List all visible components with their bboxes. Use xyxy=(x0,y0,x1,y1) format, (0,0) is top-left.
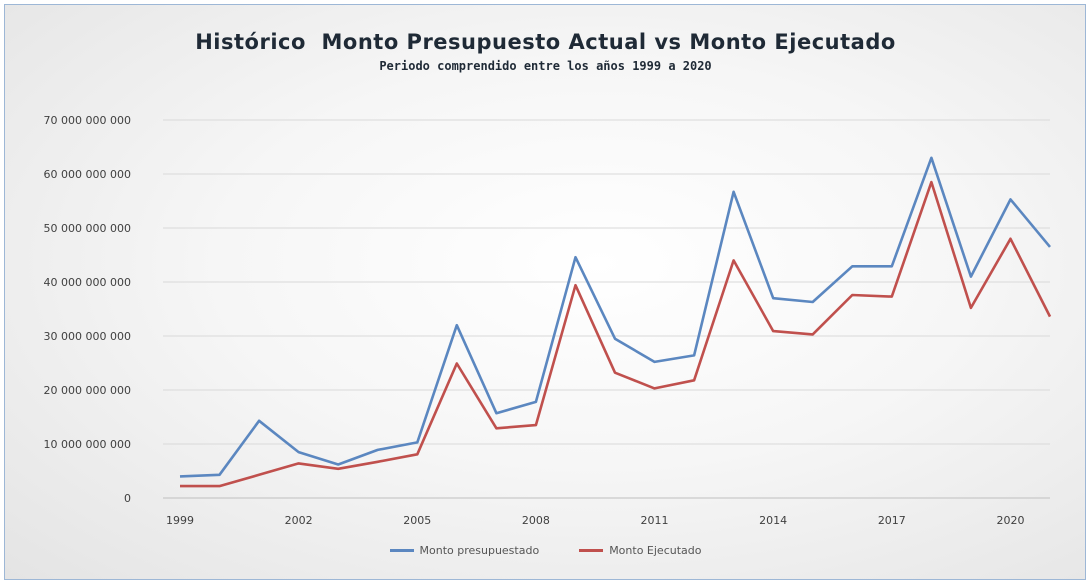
x-tick-label: 2005 xyxy=(403,514,431,527)
y-tick-label: 20 000 000 000 xyxy=(44,384,131,397)
y-tick-labels: 0 10 000 000 000 20 000 000 000 30 000 000 … xyxy=(44,114,131,505)
y-tick-label: 10 000 000 000 xyxy=(44,438,131,451)
legend: Monto presupuestado Monto Ejecutado xyxy=(0,544,1091,557)
legend-swatch-presupuestado xyxy=(389,549,414,552)
y-tick-label: 0 xyxy=(124,492,131,505)
series-line-ejecutado xyxy=(180,180,1052,488)
gridlines xyxy=(163,119,1050,499)
legend-label-presupuestado: Monto presupuestado xyxy=(419,544,540,557)
x-tick-label: 2020 xyxy=(996,514,1024,527)
chart-title: Histórico Monto Presupuesto Actual vs Mo… xyxy=(195,30,896,54)
y-tick-label: 30 000 000 000 xyxy=(44,330,131,343)
legend-item-presupuestado: Monto presupuestado xyxy=(389,544,540,557)
x-tick-label: 2008 xyxy=(522,514,550,527)
y-tick-label: 40 000 000 000 xyxy=(44,276,131,289)
chart-frame xyxy=(4,4,1086,580)
legend-item-ejecutado: Monto Ejecutado xyxy=(579,544,701,557)
x-tick-label: 2017 xyxy=(878,514,906,527)
y-tick-label: 50 000 000 000 xyxy=(44,222,131,235)
y-tick-label: 70 000 000 000 xyxy=(44,114,131,127)
x-tick-label: 2002 xyxy=(285,514,313,527)
series-lines xyxy=(179,156,1052,488)
chart-subtitle: Periodo comprendido entre los años 1999 … xyxy=(379,59,712,73)
x-tick-labels: 1999 2002 2005 2008 2011 2014 2017 2020 xyxy=(166,514,1024,527)
series-line-presupuestado xyxy=(179,156,1051,478)
x-tick-label: 1999 xyxy=(166,514,194,527)
x-tick-label: 2011 xyxy=(641,514,669,527)
y-tick-label: 60 000 000 000 xyxy=(44,168,131,181)
legend-label-ejecutado: Monto Ejecutado xyxy=(609,544,702,557)
x-tick-label: 2014 xyxy=(759,514,787,527)
legend-swatch-ejecutado xyxy=(579,549,604,552)
